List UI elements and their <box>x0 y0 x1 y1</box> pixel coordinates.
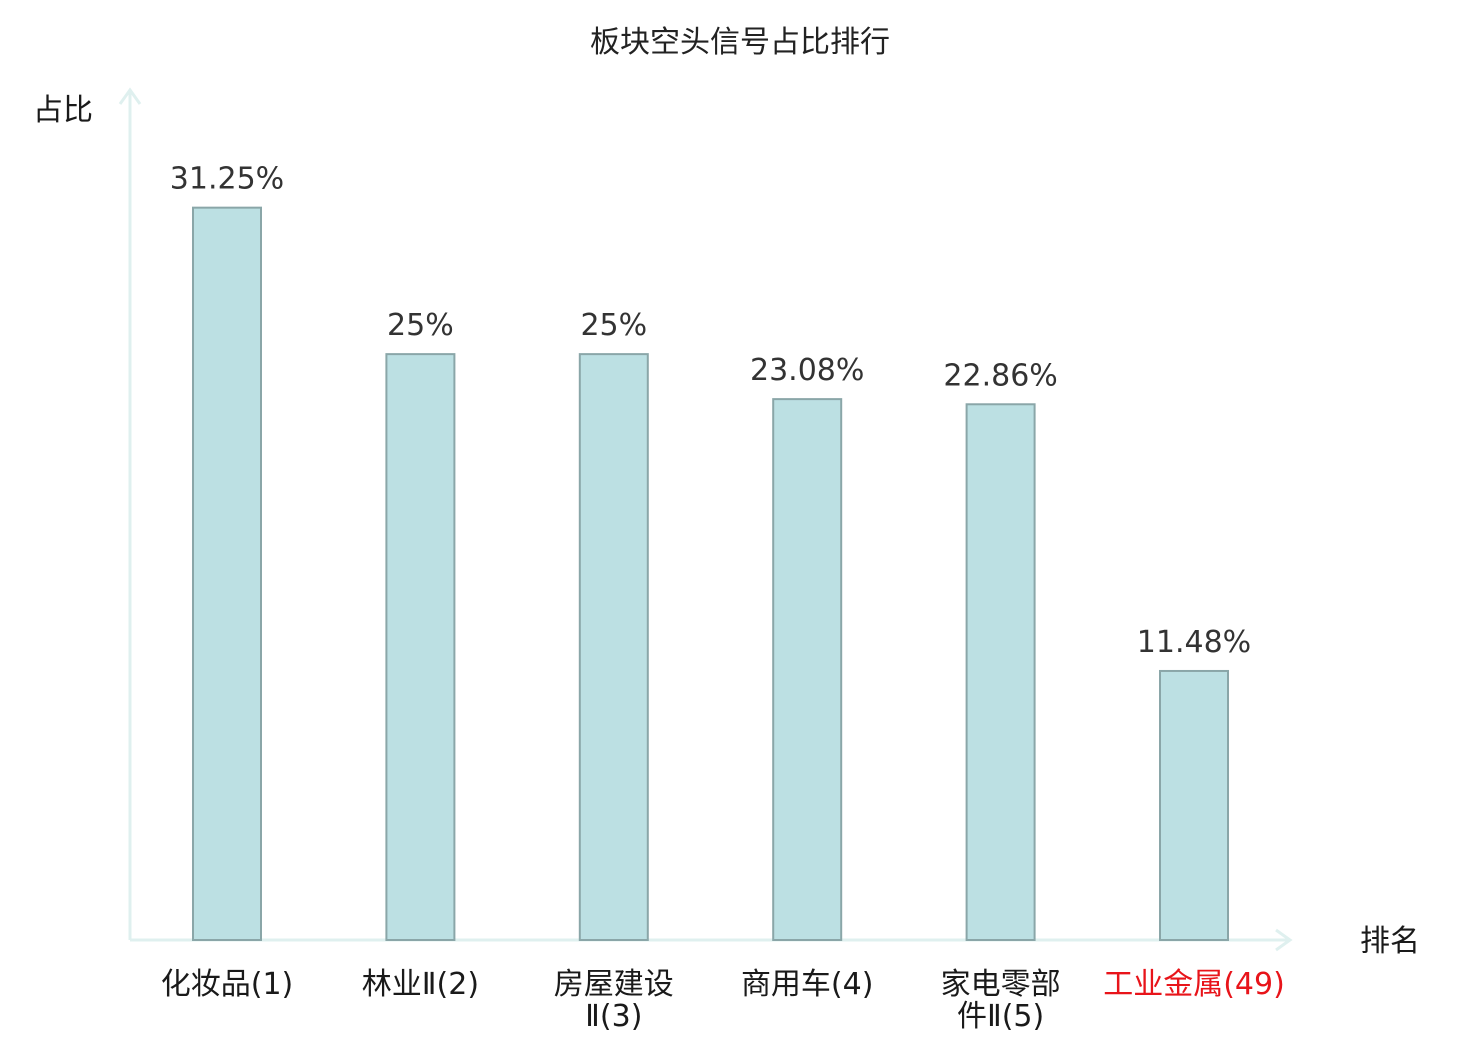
category-label-3-line-1: 房屋建设 <box>554 967 674 1002</box>
value-label-1: 31.25% <box>170 162 284 197</box>
y-axis-label: 占比 <box>33 93 93 128</box>
value-label-3: 25% <box>580 308 647 343</box>
bar-3 <box>578 353 649 941</box>
category-label-1: 化妆品(1) <box>161 967 294 1002</box>
value-label-6: 11.48% <box>1137 625 1251 660</box>
category-label-3-line-2: Ⅱ(3) <box>585 999 642 1034</box>
value-labels-group: 31.25% 25% 25% 23.08% 22.86% 11.48% <box>170 162 1251 660</box>
category-label-5-line-1: 家电零部 <box>941 967 1061 1002</box>
category-label-6: 工业金属(49) <box>1103 967 1285 1002</box>
chart-title: 板块空头信号占比排行 <box>590 25 890 60</box>
value-label-4: 23.08% <box>750 353 864 388</box>
y-axis-arrow-icon <box>118 87 142 105</box>
bar-6 <box>1159 669 1229 941</box>
category-label-2: 林业Ⅱ(2) <box>362 967 479 1002</box>
bars-group <box>192 206 1229 941</box>
category-label-4: 商用车(4) <box>741 967 874 1002</box>
bar-5 <box>965 403 1036 941</box>
axes <box>118 87 1293 952</box>
bar-2 <box>385 353 456 941</box>
x-axis-arrow-icon <box>1275 928 1293 952</box>
value-label-2: 25% <box>387 308 454 343</box>
bar-4 <box>772 398 843 941</box>
category-label-5-line-2: 件Ⅱ(5) <box>957 999 1044 1034</box>
bar-1 <box>192 206 262 941</box>
value-label-5: 22.86% <box>943 358 1057 393</box>
x-axis-label: 排名 <box>1360 924 1420 959</box>
